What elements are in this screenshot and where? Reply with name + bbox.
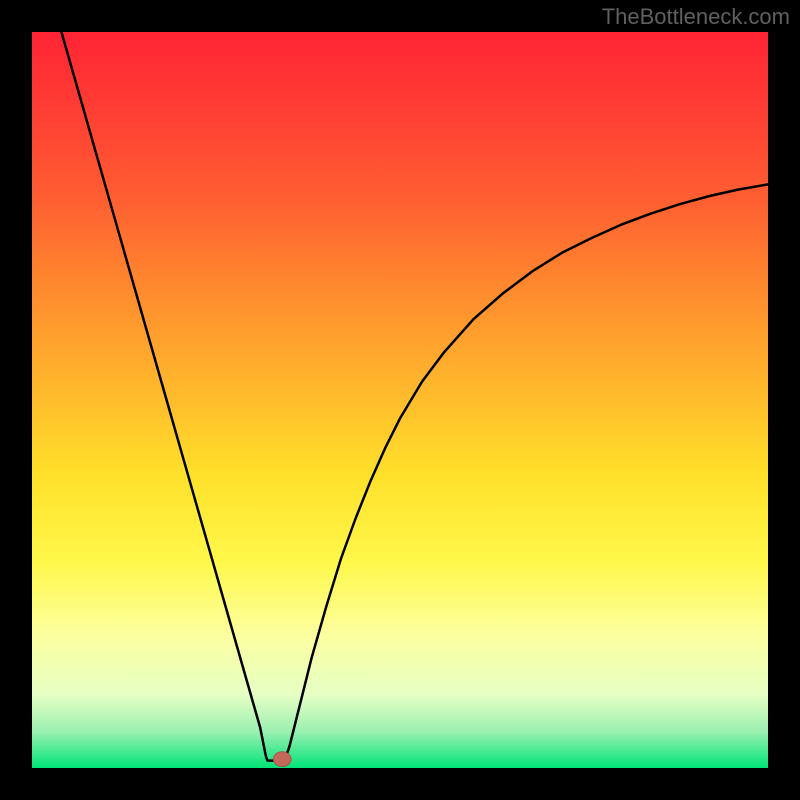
watermark-text: TheBottleneck.com [602, 4, 790, 30]
plot-background [32, 32, 768, 768]
optimal-point-marker [273, 752, 291, 767]
bottleneck-curve-chart [0, 0, 800, 800]
chart-frame: TheBottleneck.com [0, 0, 800, 800]
